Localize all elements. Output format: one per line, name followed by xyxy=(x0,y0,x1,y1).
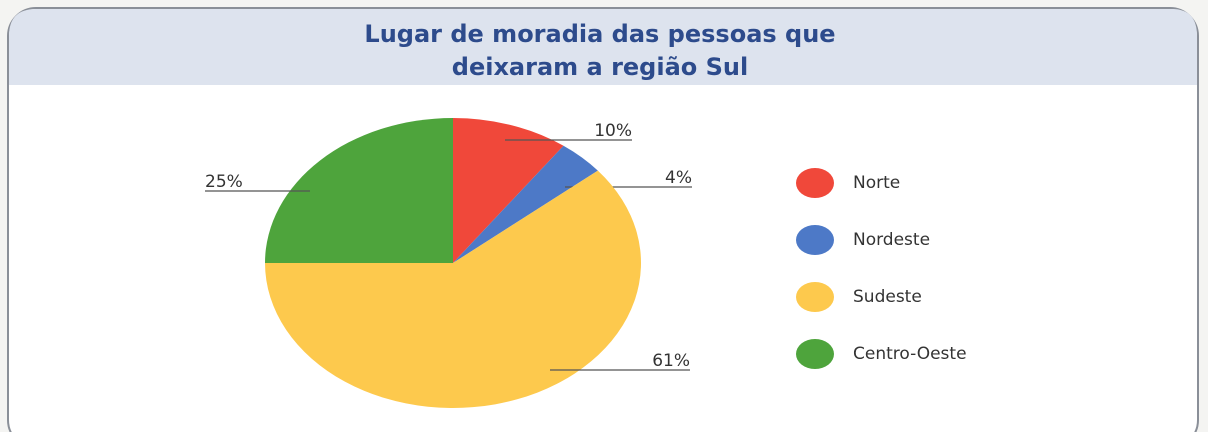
pie-slice xyxy=(265,118,453,263)
value-label: 61% xyxy=(652,351,690,371)
legend-swatch xyxy=(796,282,834,312)
value-label: 10% xyxy=(594,121,632,141)
chart-title: Lugar de moradia das pessoas que xyxy=(364,20,835,48)
legend-label: Norte xyxy=(853,173,900,193)
legend-swatch xyxy=(796,168,834,198)
header-band xyxy=(9,9,1197,85)
legend-label: Sudeste xyxy=(853,287,922,307)
chart-title: deixaram a região Sul xyxy=(452,53,748,81)
value-label: 4% xyxy=(665,168,692,188)
value-label: 25% xyxy=(205,172,243,192)
pie-slice xyxy=(265,170,641,408)
pie-slice xyxy=(453,145,598,263)
legend-swatch xyxy=(796,339,834,369)
legend-label: Centro-Oeste xyxy=(853,344,967,364)
pie-slice xyxy=(453,118,564,263)
legend-swatch xyxy=(796,225,834,255)
legend-label: Nordeste xyxy=(853,230,930,250)
